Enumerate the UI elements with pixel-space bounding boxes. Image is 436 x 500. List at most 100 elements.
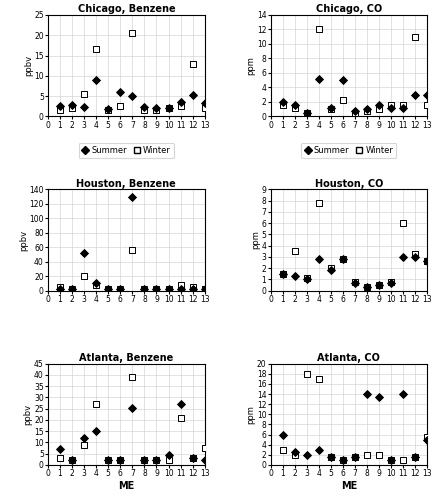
Point [315,74,322,82]
Point [412,32,419,40]
Point [177,98,184,106]
Title: Chicago, Benzene: Chicago, Benzene [78,4,175,14]
Point [291,104,298,112]
Point [177,414,184,422]
Legend: Summer, Winter: Summer, Winter [79,143,174,158]
Point [57,285,64,293]
X-axis label: ME: ME [341,481,357,491]
Title: Houston, CO: Houston, CO [315,178,383,188]
Point [315,446,322,454]
Point [315,255,322,263]
Point [303,276,310,283]
Point [327,454,334,462]
Point [339,96,346,104]
Point [364,390,371,398]
Point [57,454,64,462]
Point [412,454,419,462]
Point [141,456,148,464]
Point [105,106,112,114]
Y-axis label: ppbv: ppbv [19,230,28,250]
Point [93,400,100,408]
Point [153,284,160,292]
Point [153,104,160,112]
Point [424,436,431,444]
Title: Chicago, CO: Chicago, CO [316,4,382,14]
Point [105,285,112,293]
Point [400,104,407,112]
Point [129,92,136,100]
Point [412,253,419,261]
Point [105,105,112,113]
Point [279,430,286,438]
Title: Atlanta, CO: Atlanta, CO [317,353,380,363]
Point [68,285,75,293]
Y-axis label: ppbv: ppbv [24,55,33,76]
Point [117,456,124,464]
Point [291,272,298,280]
Point [339,255,346,263]
Point [327,454,334,462]
Point [339,255,346,263]
Point [153,106,160,114]
Point [141,285,148,293]
Point [315,375,322,383]
Point [129,29,136,37]
Point [129,192,136,200]
Point [201,456,208,464]
Point [327,264,334,272]
Point [189,285,196,293]
Point [364,105,371,113]
Point [141,285,148,293]
Point [351,278,358,285]
Point [165,284,172,292]
Point [388,102,395,110]
Point [351,454,358,462]
Point [165,285,172,293]
Point [351,454,358,462]
Point [105,456,112,464]
Point [400,102,407,110]
Point [57,283,64,291]
Point [279,98,286,106]
Point [93,281,100,289]
Point [400,219,407,227]
Point [129,373,136,381]
Point [201,100,208,108]
Y-axis label: ppbv: ppbv [24,404,33,425]
Point [177,400,184,408]
Point [364,451,371,459]
Point [201,104,208,112]
Point [129,404,136,411]
Point [189,454,196,462]
Point [93,46,100,54]
Point [117,285,124,293]
Point [141,104,148,112]
Point [153,456,160,464]
Point [375,451,382,459]
Point [165,104,172,112]
Point [68,284,75,292]
Point [375,281,382,289]
Point [339,76,346,84]
Point [177,102,184,110]
Point [81,249,88,257]
Point [327,105,334,113]
Point [412,454,419,462]
Point [424,258,431,266]
Point [93,427,100,435]
Point [189,283,196,291]
Point [93,280,100,287]
Point [81,440,88,448]
Point [388,456,395,464]
Point [189,60,196,68]
Point [303,370,310,378]
Point [315,199,322,207]
Point [364,284,371,292]
Point [303,108,310,116]
Point [412,90,419,98]
Point [141,456,148,464]
Point [388,104,395,112]
Point [364,284,371,292]
Point [375,105,382,113]
Point [388,278,395,285]
